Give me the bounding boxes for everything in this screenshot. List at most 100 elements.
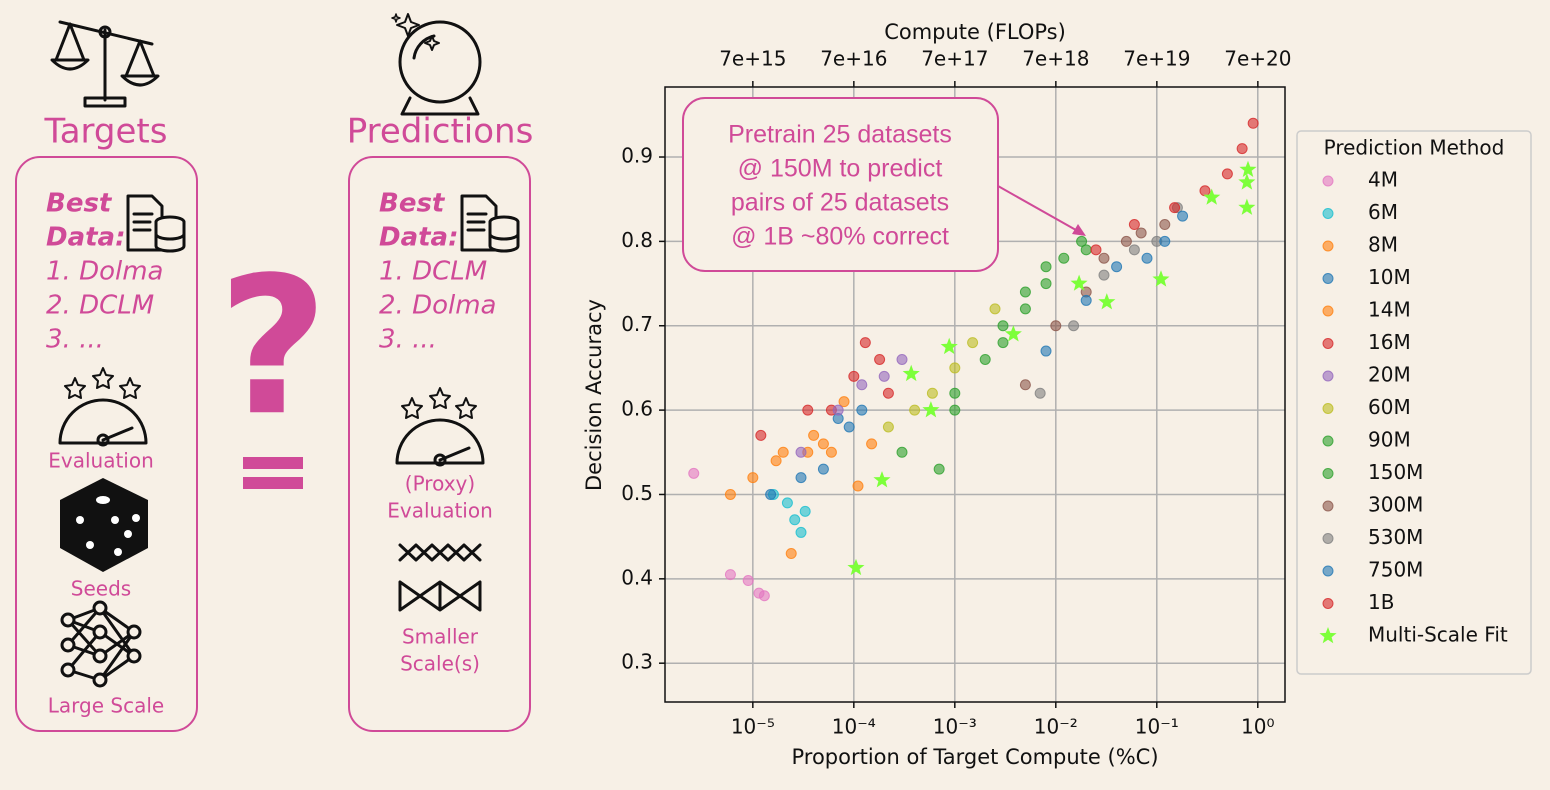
point [933, 463, 945, 475]
point [1050, 320, 1062, 332]
legend-marker [1322, 240, 1334, 252]
data-icon [126, 194, 186, 253]
y-tick-label: 0.4 [621, 565, 653, 589]
legend-label: 60M [1368, 395, 1411, 419]
x-tick-label: 10⁻¹ [1135, 715, 1179, 739]
x2-axis-label: Compute (FLOPs) [884, 20, 1066, 44]
point [896, 353, 908, 365]
point [967, 337, 979, 349]
item-label: Seeds [71, 577, 131, 601]
point [1169, 202, 1181, 214]
legend-marker [1322, 598, 1334, 609]
question-mark: ? [218, 236, 328, 457]
point [795, 526, 807, 538]
point [755, 429, 767, 441]
star-point [1238, 198, 1256, 215]
point [817, 463, 829, 475]
star-point [940, 337, 958, 355]
point [808, 429, 820, 441]
point [949, 387, 961, 399]
point [1080, 244, 1092, 256]
point [747, 472, 759, 484]
legend-label: 4M [1368, 168, 1398, 192]
ranking-item: 3. ... [46, 325, 104, 355]
annotation-text: @ 150M to predict [738, 155, 943, 183]
y-tick-label: 0.6 [621, 397, 653, 421]
x2-tick-label: 7e+19 [1123, 47, 1190, 71]
star-point [1070, 274, 1088, 291]
item-label: (Proxy) [405, 472, 475, 496]
point [1019, 303, 1031, 315]
best-label: Data: [379, 223, 459, 253]
legend-label: 150M [1368, 460, 1423, 484]
point [742, 575, 754, 587]
star-point [1004, 325, 1022, 342]
plot-frame [664, 86, 1286, 703]
point [882, 387, 894, 399]
point [1019, 379, 1031, 391]
point [1090, 244, 1102, 256]
ranking-item: 1. DCLM [379, 257, 487, 287]
y-axis-label: Decision Accuracy [582, 299, 606, 491]
legend-marker [1322, 435, 1334, 447]
x-axis-label: Proportion of Target Compute (%C) [791, 745, 1158, 769]
legend-marker [1322, 533, 1334, 544]
annotation-box [682, 97, 999, 272]
legend-label: 530M [1368, 525, 1423, 549]
y-tick-label: 0.5 [621, 481, 653, 505]
point [979, 353, 991, 365]
legend-label: Multi-Scale Fit [1368, 623, 1508, 647]
point [765, 488, 777, 500]
point [874, 353, 886, 365]
star-point [1203, 188, 1221, 205]
ranking-item: 1. Dolma [46, 257, 163, 287]
point [1040, 261, 1052, 273]
point [789, 514, 801, 526]
point [1098, 269, 1110, 281]
point [882, 421, 894, 433]
point [1199, 185, 1211, 197]
annotation-arrow [997, 185, 1084, 235]
point [878, 370, 890, 382]
star-point [1152, 270, 1170, 287]
x-tick-label: 10⁻³ [933, 715, 977, 739]
point [997, 320, 1009, 332]
gauge-icon [58, 367, 148, 447]
points [688, 117, 1259, 602]
point [856, 379, 868, 391]
point [817, 438, 829, 450]
point [1058, 252, 1070, 264]
equals-bar [243, 457, 303, 469]
legend-label: 10M [1368, 265, 1411, 289]
point [795, 472, 807, 484]
legend-label: 90M [1368, 428, 1411, 452]
point [1159, 235, 1171, 247]
point [838, 396, 850, 408]
point [1098, 252, 1110, 264]
legend-label: 8M [1368, 233, 1398, 257]
point [989, 303, 1001, 315]
annotation-text: @ 1B ~80% correct [731, 223, 949, 251]
annotation-text: pairs of 25 datasets [731, 189, 949, 217]
gauge-icon [395, 387, 485, 467]
item-label: Large Scale [48, 694, 164, 718]
point [1076, 235, 1088, 247]
point [724, 488, 736, 500]
point [781, 497, 793, 509]
point [1159, 219, 1171, 231]
x2-tick-label: 7e+17 [921, 47, 988, 71]
star-point [1098, 293, 1116, 310]
x2-tick-label: 7e+15 [719, 47, 786, 71]
point [795, 446, 807, 458]
point [1120, 235, 1132, 247]
x2-tick-label: 7e+16 [820, 47, 887, 71]
point [825, 446, 837, 458]
point [758, 590, 770, 602]
network-icon [398, 543, 482, 612]
ranking-item: 2. DCLM [46, 291, 154, 321]
point [926, 387, 938, 399]
arrow-head [1072, 224, 1086, 236]
panel-title: Predictions [347, 112, 534, 152]
crystal-ball-icon [391, 13, 482, 116]
